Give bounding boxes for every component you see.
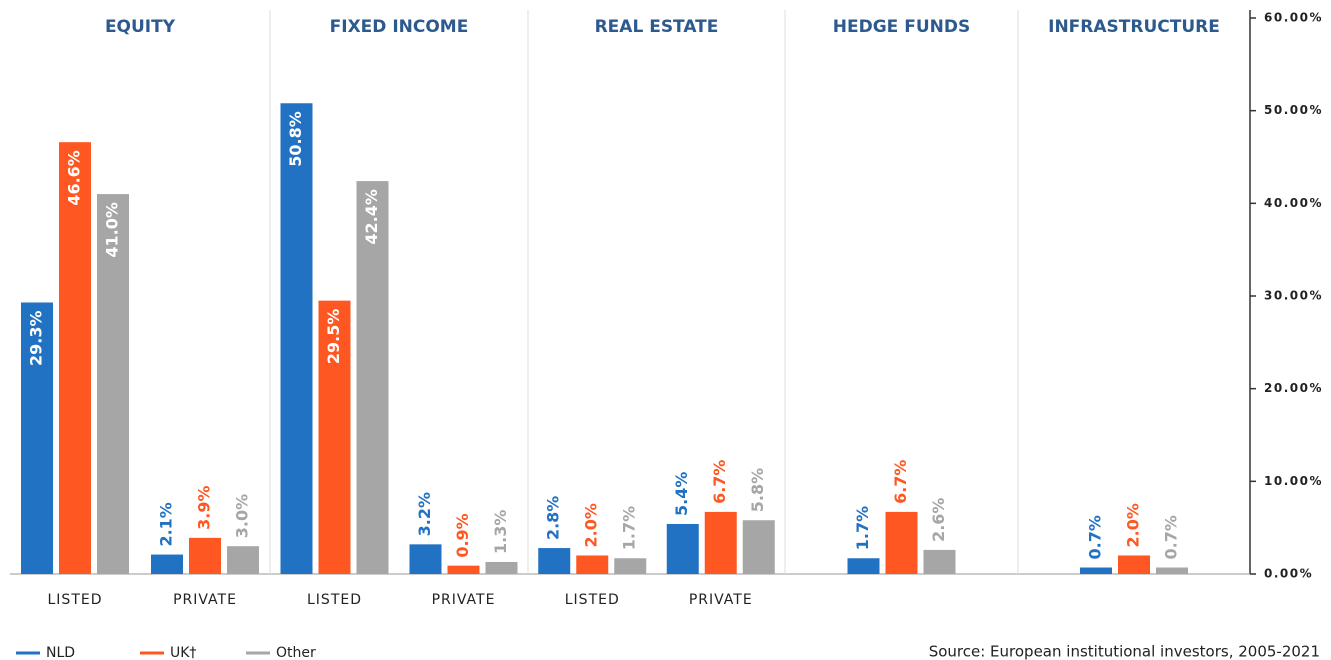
bar [356, 181, 389, 575]
value-label: 29.5% [324, 309, 343, 365]
value-label: 6.7% [891, 460, 910, 504]
group-title: EQUITY [105, 17, 176, 37]
y-tick-label: 60.00% [1264, 11, 1323, 25]
source: Source: European institutional investors… [929, 643, 1320, 660]
bar [409, 544, 442, 574]
bar [280, 103, 313, 575]
x-tick-label: LISTED [307, 592, 362, 608]
bar [576, 555, 609, 574]
bar [614, 558, 647, 574]
value-label: 2.0% [1124, 503, 1143, 547]
bar [485, 561, 518, 574]
bar [59, 142, 91, 574]
legend-label: NLD [46, 645, 75, 660]
value-label: 29.3% [27, 310, 46, 366]
group-title: INFRASTRUCTURE [1048, 17, 1220, 37]
value-label: 5.4% [672, 472, 691, 516]
bar [227, 546, 259, 574]
y-tick-label: 20.00% [1264, 381, 1323, 395]
value-label: 41.0% [103, 202, 122, 258]
value-label: 0.7% [1162, 515, 1181, 559]
bar [923, 549, 956, 574]
group-title: FIXED INCOME [330, 17, 469, 37]
value-label: 2.0% [582, 503, 601, 547]
bar [318, 300, 351, 574]
value-label: 3.9% [195, 485, 214, 529]
bar [1156, 567, 1188, 574]
bar [885, 511, 918, 574]
value-label: 3.2% [415, 492, 434, 536]
y-tick-label: 0.00% [1264, 567, 1313, 581]
group-title: HEDGE FUNDS [833, 17, 970, 37]
bar [1080, 567, 1112, 574]
bar [21, 302, 53, 574]
x-tick-label: PRIVATE [432, 592, 496, 608]
value-label: 46.6% [65, 150, 84, 206]
bar [151, 554, 183, 574]
value-label: 6.7% [710, 460, 729, 504]
value-label: 0.9% [453, 513, 472, 557]
value-label: 2.1% [157, 502, 176, 546]
value-label: 1.7% [853, 506, 872, 550]
value-label: 5.8% [748, 468, 767, 512]
legend-label: UK† [170, 645, 196, 660]
bar [189, 537, 221, 574]
value-label: 1.7% [620, 506, 639, 550]
bar [666, 523, 699, 574]
y-tick-label: 40.00% [1264, 196, 1323, 210]
y-tick-label: 10.00% [1264, 474, 1323, 488]
legend-label: Other [276, 645, 316, 660]
bar [742, 520, 775, 574]
group-title: REAL ESTATE [595, 17, 719, 37]
bar [704, 511, 737, 574]
value-label: 2.8% [544, 496, 563, 540]
x-tick-label: LISTED [48, 592, 103, 608]
value-label: 42.4% [362, 189, 381, 245]
bar [538, 548, 571, 574]
bar [1118, 555, 1150, 574]
bar [97, 194, 129, 575]
x-tick-label: LISTED [565, 592, 620, 608]
x-tick-label: PRIVATE [173, 592, 237, 608]
value-label: 1.3% [491, 510, 510, 554]
value-label: 50.8% [286, 111, 305, 167]
value-label: 3.0% [233, 494, 252, 538]
y-tick-label: 50.00% [1264, 103, 1323, 117]
value-label: 2.6% [929, 498, 948, 542]
bar [447, 565, 480, 574]
x-tick-label: PRIVATE [689, 592, 753, 608]
bar [847, 558, 880, 574]
y-tick-label: 30.00% [1264, 289, 1323, 303]
value-label: 0.7% [1086, 515, 1105, 559]
